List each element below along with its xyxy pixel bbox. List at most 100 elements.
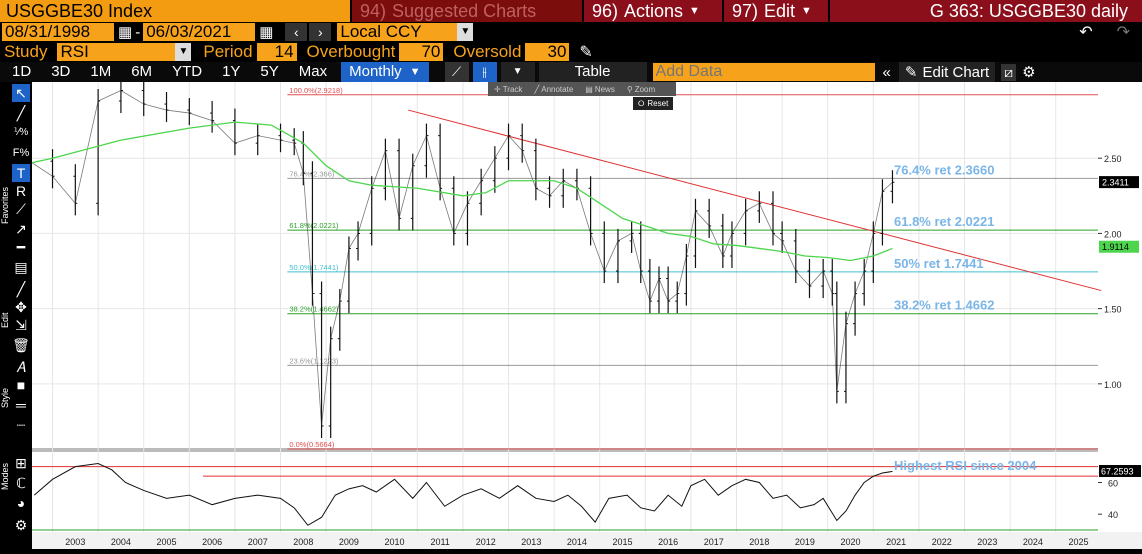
fib-level-label: 100.0%(2.9218) xyxy=(289,86,343,95)
period-button-6m[interactable]: 6M xyxy=(131,63,153,80)
fib-level-label: 61.8%(2.0221) xyxy=(289,221,339,230)
x-tick-label: 2021 xyxy=(886,537,906,547)
chart-tools-popup: ✛ Track ╱ Annotate ▤ News ⚲ Zoom ⭘ Reset xyxy=(488,82,676,112)
oversold-field[interactable]: 30 xyxy=(525,43,570,61)
text-tool-icon[interactable]: T xyxy=(12,164,30,182)
pen-tool-icon[interactable]: ╱ xyxy=(16,281,26,297)
y-tick-label: 1.00 xyxy=(1104,380,1122,390)
pencil-icon: ✎ xyxy=(904,64,918,81)
add-data-input[interactable] xyxy=(652,63,875,81)
sidebar-tab-edit[interactable]: Edit xyxy=(0,312,10,328)
trendline xyxy=(408,109,1102,292)
period-button-3d[interactable]: 3D xyxy=(51,63,71,80)
actions-menu-button[interactable]: 96) Actions ▼ xyxy=(584,0,722,22)
line-chart-type-button[interactable]: ⟋ xyxy=(444,62,469,82)
chart-menu-news[interactable]: ▤ News xyxy=(579,85,621,94)
rsi-line xyxy=(33,462,893,526)
last-price-tag xyxy=(1099,176,1139,189)
color-palette-icon[interactable]: ◕ xyxy=(16,495,26,511)
fill-color-icon[interactable]: ■ xyxy=(16,377,26,393)
chevron-down-icon[interactable]: ▼ xyxy=(175,43,192,61)
snap-icon[interactable]: ℂ xyxy=(16,475,26,491)
actions-number: 96) xyxy=(592,1,619,21)
move-icon[interactable]: ✥ xyxy=(15,299,27,315)
fib-level-label: 0.0%(0.5664) xyxy=(289,440,335,449)
gear-icon[interactable]: ⚙ xyxy=(1022,64,1036,81)
overbought-field[interactable]: 70 xyxy=(399,43,444,61)
select-icon[interactable]: ⇲ xyxy=(15,317,27,333)
x-tick-label: 2009 xyxy=(339,537,359,547)
bar-chart-type-button[interactable]: ⫲ xyxy=(472,62,497,82)
fibonacci-tool-icon[interactable]: F% xyxy=(12,147,30,159)
sidebar-tab-favorites[interactable]: Favorites xyxy=(0,186,10,224)
panel-divider[interactable] xyxy=(32,448,1098,452)
x-tick-label: 2018 xyxy=(749,537,769,547)
rsi-tick-label: 60 xyxy=(1108,479,1118,489)
suggested-charts-button[interactable]: 94) Suggested Charts xyxy=(352,0,582,22)
line-weight-icon[interactable]: ═ xyxy=(16,397,26,413)
calendar-icon[interactable]: ▦ xyxy=(259,24,274,41)
delete-icon[interactable]: 🗑 xyxy=(12,337,30,353)
channel-tool-icon[interactable]: ⟋ xyxy=(16,201,26,217)
currency-select[interactable]: Local CCY xyxy=(337,23,458,41)
study-select[interactable]: RSI xyxy=(57,43,176,61)
table-button[interactable]: Table xyxy=(538,62,647,82)
frequency-select[interactable]: Monthly ▼ xyxy=(341,62,429,82)
line-style-icon[interactable]: ┈ xyxy=(16,417,26,433)
fib-annotation: 61.8% ret 2.0221 xyxy=(894,214,994,229)
cursor-icon[interactable]: ↖ xyxy=(12,84,30,102)
chart-type-dropdown[interactable]: ▼ xyxy=(500,62,535,82)
track-icon: ✛ xyxy=(494,84,501,94)
left-tool-sidebar: ↖ ╱ ⅟% F% T R ⟋ ↗ ━ ▤ ╱ ✥ ⇲ 🗑 𝐴 ■ ═ ┈ ⊞ … xyxy=(0,82,32,549)
crosshair-icon[interactable]: ⊞ xyxy=(15,455,27,471)
period-field[interactable]: 14 xyxy=(256,43,297,61)
ma-last-label: 1.9114 xyxy=(1102,242,1129,252)
period-button-max[interactable]: Max xyxy=(298,63,328,80)
pencil-icon[interactable]: ✎ xyxy=(579,44,593,61)
prev-arrow-button[interactable]: ‹ xyxy=(285,23,308,41)
chart-menu-annotate[interactable]: ╱ Annotate xyxy=(528,85,579,94)
chart-area[interactable]: 1.001.502.002.50100.0%(2.9218)76.4%(2.36… xyxy=(0,78,1142,549)
x-tick-label: 2020 xyxy=(841,537,861,547)
chart-menu-track[interactable]: ✛ Track xyxy=(488,85,528,94)
study-row: Study RSI ▼ Period 14 Overbought 70 Over… xyxy=(0,42,1142,62)
reset-button[interactable]: ⭘ Reset xyxy=(633,97,674,110)
start-date-field[interactable]: 08/31/1998 xyxy=(2,23,114,41)
arrow-tool-icon[interactable]: ↗ xyxy=(15,221,27,237)
chart-title: G 363: USGGBE30 daily xyxy=(830,0,1142,22)
font-style-icon[interactable]: 𝐴 xyxy=(16,359,26,375)
chart-menu-zoom[interactable]: ⚲ Zoom xyxy=(621,85,661,94)
y-tick-label: 1.50 xyxy=(1104,305,1122,315)
sidebar-tab-modes[interactable]: Modes xyxy=(0,462,10,490)
x-tick-label: 2023 xyxy=(977,537,997,547)
edit-menu-button[interactable]: 97) Edit ▼ xyxy=(724,0,828,22)
x-tick-label: 2010 xyxy=(385,537,405,547)
sidebar-tab-style[interactable]: Style xyxy=(0,388,10,409)
period-button-ytd[interactable]: YTD xyxy=(172,63,203,80)
period-button-1y[interactable]: 1Y xyxy=(222,63,241,80)
annotate-icon[interactable]: ⧄ xyxy=(1001,63,1017,81)
x-tick-label: 2011 xyxy=(430,537,449,547)
end-date-field[interactable]: 06/03/2021 xyxy=(143,23,256,41)
undo-icon[interactable]: ↶ xyxy=(1079,24,1093,41)
line-tool-icon[interactable]: ╱ xyxy=(16,105,26,121)
next-arrow-button[interactable]: › xyxy=(309,23,332,41)
ticker-field[interactable]: USGGBE30 Index xyxy=(0,0,350,22)
period-button-1d[interactable]: 1D xyxy=(12,63,32,80)
percent-tool-icon[interactable]: ⅟% xyxy=(13,127,29,138)
stripe-tool-icon[interactable]: ▤ xyxy=(14,259,28,275)
period-label: Period xyxy=(203,42,253,61)
chevron-down-icon: ▼ xyxy=(801,5,812,17)
gear-icon[interactable]: ⚙ xyxy=(14,517,28,533)
calendar-icon[interactable]: ▦ xyxy=(118,24,133,41)
redo-icon[interactable]: ↷ xyxy=(1116,24,1130,41)
regression-tool-icon[interactable]: R xyxy=(15,183,27,199)
period-button-1m[interactable]: 1M xyxy=(90,63,112,80)
edit-chart-button[interactable]: ✎ Edit Chart xyxy=(898,62,996,82)
chevron-down-icon[interactable]: ▼ xyxy=(457,23,474,41)
period-button-5y[interactable]: 5Y xyxy=(260,63,279,80)
chart-svg[interactable]: 1.001.502.002.50100.0%(2.9218)76.4%(2.36… xyxy=(0,78,1142,549)
horizontal-line-icon[interactable]: ━ xyxy=(16,239,26,255)
collapse-double-chevron-icon[interactable]: « xyxy=(882,63,891,81)
rsi-panel: 40 60 Highest RSI since 2004 67.2593 xyxy=(32,458,1141,531)
